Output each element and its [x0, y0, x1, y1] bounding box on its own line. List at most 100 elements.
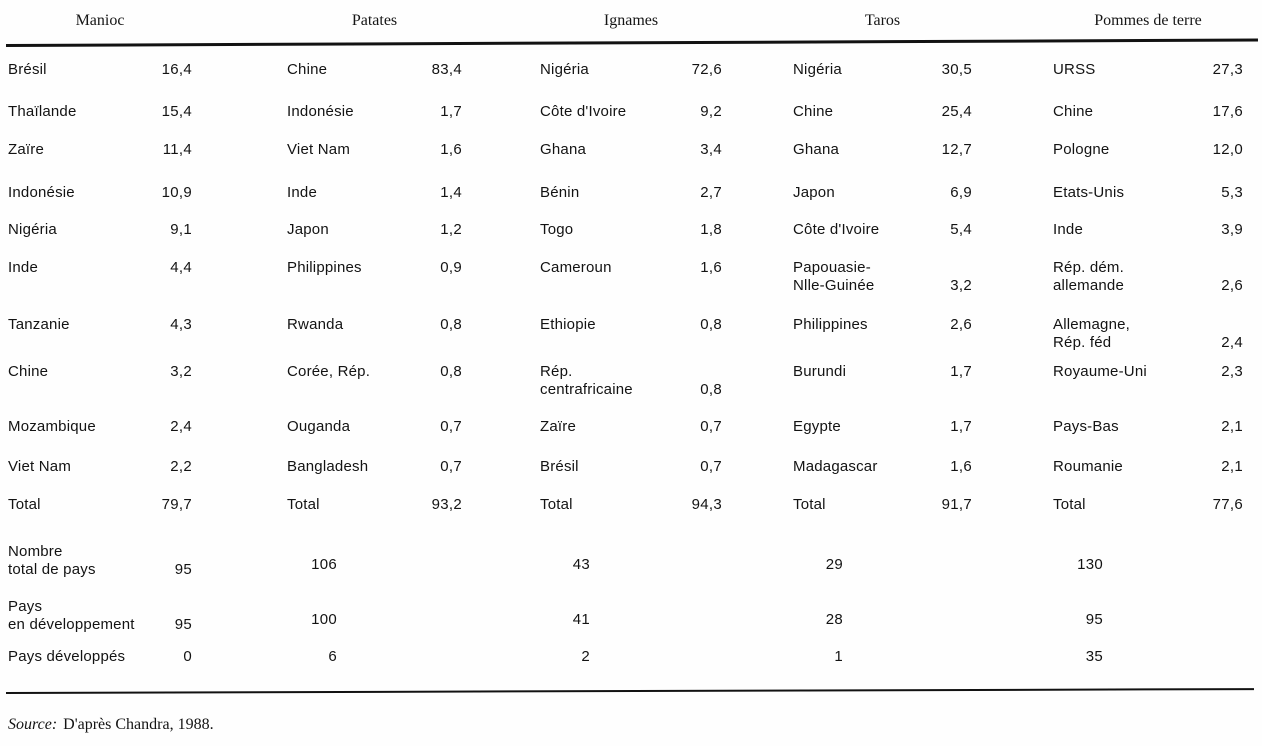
country-name: Ghana	[793, 141, 840, 158]
total-label: Total	[287, 496, 320, 513]
country-value: 4,3	[170, 316, 192, 333]
cell-patates: Corée, Rép. 0,8	[287, 363, 462, 381]
country-value: 6,9	[950, 184, 972, 201]
country-value: 0,7	[700, 418, 722, 435]
cell-manioc: Mozambique 2,4	[8, 418, 192, 436]
country-name: Côte d'Ivoire	[540, 103, 627, 120]
total-label: Total	[793, 496, 826, 513]
country-name: Ethiopie	[540, 316, 596, 333]
country-name: Corée, Rép.	[287, 363, 371, 380]
summary-label: Pays en développement	[8, 598, 135, 633]
summary-value: 43	[572, 556, 590, 573]
country-name: Roumanie	[1053, 458, 1123, 475]
country-name: Inde	[8, 259, 38, 276]
summary-cell-patates: 106	[287, 543, 462, 574]
country-name: Chine	[793, 103, 834, 120]
country-value: 1,2	[440, 221, 462, 238]
cell-patates: Philippines 0,9	[287, 259, 462, 277]
cell-taros: Burundi 1,7	[793, 363, 972, 381]
country-value: 12,0	[1212, 141, 1243, 158]
country-name: Zaïre	[540, 418, 577, 435]
country-name: Burundi	[793, 363, 847, 380]
cell-ignames: Rép. centrafricaine 0,8	[540, 363, 722, 399]
total-label: Total	[8, 496, 41, 513]
country-value: 27,3	[1212, 61, 1243, 78]
cell-patates: Chine 83,4	[287, 61, 462, 79]
table-row: Pays en développement 95 100 41 28 95	[0, 598, 1262, 634]
country-name: Allemagne, Rép. féd	[1053, 316, 1131, 351]
country-name: Chine	[287, 61, 328, 78]
cell-pommes-de-terre: Pologne 12,0	[1053, 141, 1243, 159]
country-value: 0,7	[440, 458, 462, 475]
cell-ignames: Zaïre 0,7	[540, 418, 722, 436]
country-value: 72,6	[691, 61, 722, 78]
country-value: 1,7	[440, 103, 462, 120]
summary-cell-ignames: 2	[540, 648, 722, 666]
country-name: Rép. dém. allemande	[1053, 259, 1125, 294]
cell-patates: Rwanda 0,8	[287, 316, 462, 334]
cell-pommes-de-terre: Royaume-Uni 2,3	[1053, 363, 1243, 381]
country-name: Nigéria	[8, 221, 57, 238]
table-row: Viet Nam 2,2 Bangladesh 0,7 Brésil 0,7 Madagas…	[0, 458, 1262, 476]
country-value: 2,4	[1221, 334, 1243, 351]
source-line: Source: D'après Chandra, 1988.	[8, 716, 1262, 734]
country-value: 1,7	[950, 418, 972, 435]
summary-cell-pommes-de-terre: 95	[1053, 598, 1243, 629]
cell-taros: Total 91,7	[793, 496, 972, 514]
total-value: 77,6	[1212, 496, 1243, 513]
country-value: 1,8	[700, 221, 722, 238]
source-label: Source:	[8, 716, 58, 733]
country-name: Pays-Bas	[1053, 418, 1119, 435]
country-value: 0,8	[440, 363, 462, 380]
cell-patates: Indonésie 1,7	[287, 103, 462, 121]
cell-pommes-de-terre: Rép. dém. allemande 2,6	[1053, 259, 1243, 295]
cell-manioc: Thaïlande 15,4	[8, 103, 192, 121]
cell-taros: Egypte 1,7	[793, 418, 972, 436]
column-header-manioc: Manioc	[75, 12, 125, 29]
country-value: 0,8	[700, 381, 722, 398]
country-name: Inde	[287, 184, 317, 201]
country-name: Côte d'Ivoire	[793, 221, 880, 238]
country-name: Viet Nam	[8, 458, 72, 475]
country-value: 5,4	[950, 221, 972, 238]
summary-value: 6	[328, 648, 337, 665]
country-value: 3,2	[950, 277, 972, 294]
source-text: D'après Chandra, 1988.	[63, 716, 214, 733]
country-name: Egypte	[793, 418, 841, 435]
country-value: 1,6	[700, 259, 722, 276]
country-name: Zaïre	[8, 141, 45, 158]
cell-manioc: Nigéria 9,1	[8, 221, 192, 239]
summary-value: 95	[174, 561, 192, 578]
country-name: Chine	[1053, 103, 1094, 120]
total-value: 79,7	[161, 496, 192, 513]
country-value: 1,6	[440, 141, 462, 158]
cell-patates: Inde 1,4	[287, 184, 462, 202]
table-row: Mozambique 2,4 Ouganda 0,7 Zaïre 0,7 Egypte 1,7…	[0, 418, 1262, 436]
country-value: 12,7	[941, 141, 972, 158]
country-value: 1,4	[440, 184, 462, 201]
total-label: Total	[1053, 496, 1086, 513]
country-name: Pologne	[1053, 141, 1110, 158]
cell-manioc: Zaïre 11,4	[8, 141, 192, 159]
cell-pommes-de-terre: Total 77,6	[1053, 496, 1243, 514]
country-name: URSS	[1053, 61, 1096, 78]
cell-manioc: Indonésie 10,9	[8, 184, 192, 202]
country-name: Togo	[540, 221, 574, 238]
country-name: Nigéria	[793, 61, 842, 78]
cell-patates: Bangladesh 0,7	[287, 458, 462, 476]
cell-taros: Madagascar 1,6	[793, 458, 972, 476]
country-value: 10,9	[161, 184, 192, 201]
cell-ignames: Togo 1,8	[540, 221, 722, 239]
cell-ignames: Ghana 3,4	[540, 141, 722, 159]
country-value: 2,2	[170, 458, 192, 475]
cell-manioc: Chine 3,2	[8, 363, 192, 381]
cell-ignames: Cameroun 1,6	[540, 259, 722, 277]
cell-manioc: Viet Nam 2,2	[8, 458, 192, 476]
cell-pommes-de-terre: URSS 27,3	[1053, 61, 1243, 79]
country-value: 3,2	[170, 363, 192, 380]
table-header-row: Manioc Patates Ignames Taros Pommes de t…	[0, 12, 1262, 30]
summary-cell-pommes-de-terre: 130	[1053, 543, 1243, 574]
country-value: 2,3	[1221, 363, 1243, 380]
country-value: 1,6	[950, 458, 972, 475]
cell-taros: Côte d'Ivoire 5,4	[793, 221, 972, 239]
